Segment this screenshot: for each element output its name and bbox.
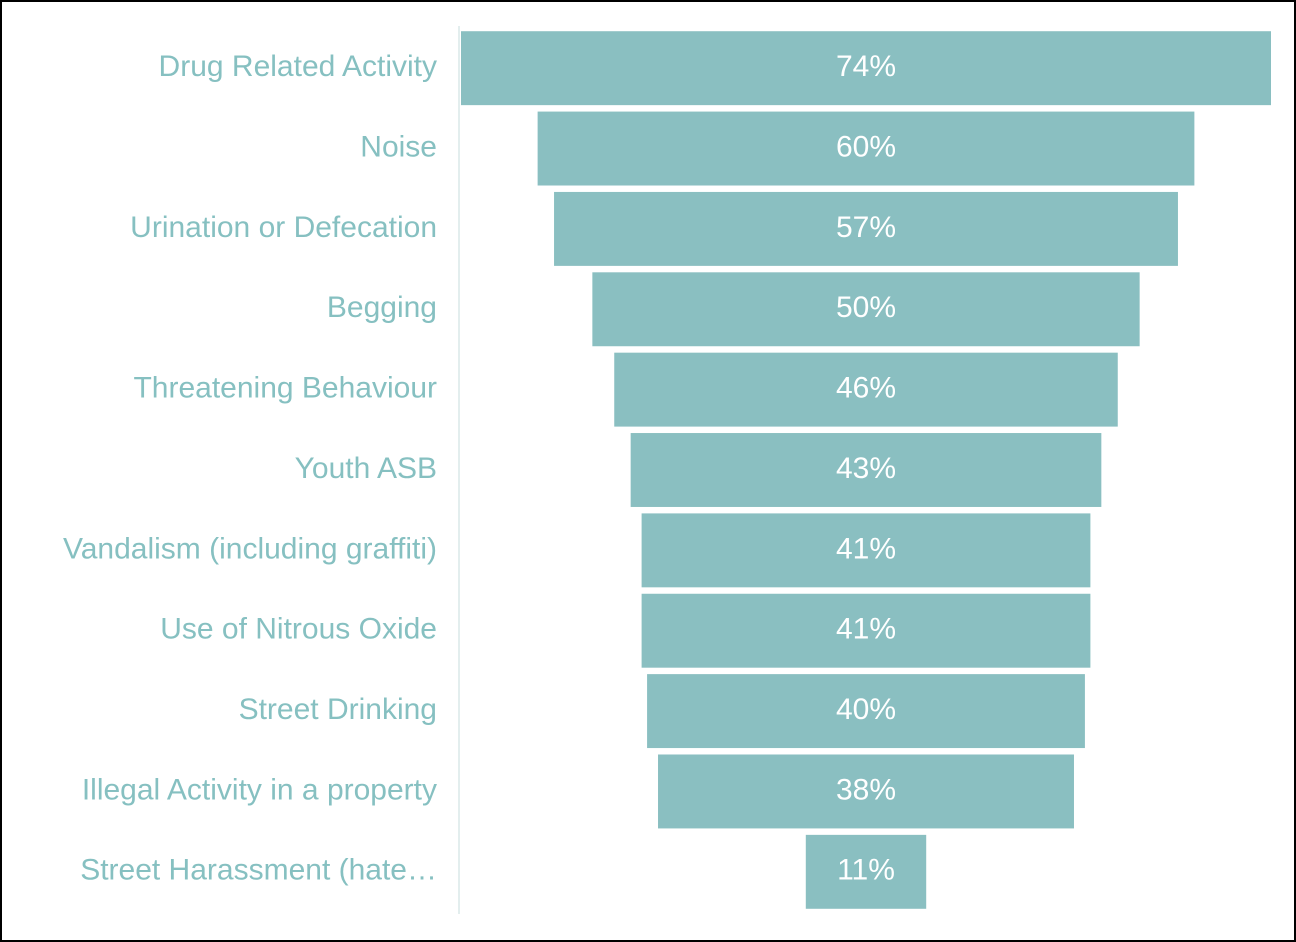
category-label: Threatening Behaviour: [133, 372, 437, 405]
bar: [641, 593, 1091, 668]
value-label: 41%: [836, 613, 896, 646]
category-label: Noise: [360, 130, 437, 163]
category-label: Illegal Activity in a property: [82, 773, 437, 806]
bar: [592, 272, 1140, 347]
bar: [537, 111, 1195, 186]
value-label: 74%: [836, 50, 896, 83]
category-label: Street Harassment (hate…: [80, 854, 437, 887]
value-label: 60%: [836, 130, 896, 163]
category-label: Use of Nitrous Oxide: [160, 613, 437, 646]
category-label: Street Drinking: [239, 693, 437, 726]
bar: [658, 754, 1074, 829]
value-label: 41%: [836, 532, 896, 565]
bar: [805, 834, 927, 909]
value-label: 43%: [836, 452, 896, 485]
category-label: Begging: [327, 291, 437, 324]
bar: [641, 513, 1091, 588]
value-label: 46%: [836, 372, 896, 405]
category-label: Youth ASB: [295, 452, 437, 485]
bar: [630, 433, 1102, 507]
value-label: 50%: [836, 291, 896, 324]
category-label: Drug Related Activity: [159, 50, 437, 83]
category-label: Vandalism (including graffiti): [63, 532, 437, 565]
value-label: 38%: [836, 773, 896, 806]
value-label: 40%: [836, 693, 896, 726]
bar: [461, 31, 1271, 106]
value-label: 11%: [837, 854, 895, 887]
bar: [647, 674, 1085, 749]
value-label: 57%: [836, 211, 896, 244]
bar: [554, 191, 1178, 266]
bar: [614, 352, 1118, 427]
category-label: Urination or Defecation: [130, 211, 437, 244]
